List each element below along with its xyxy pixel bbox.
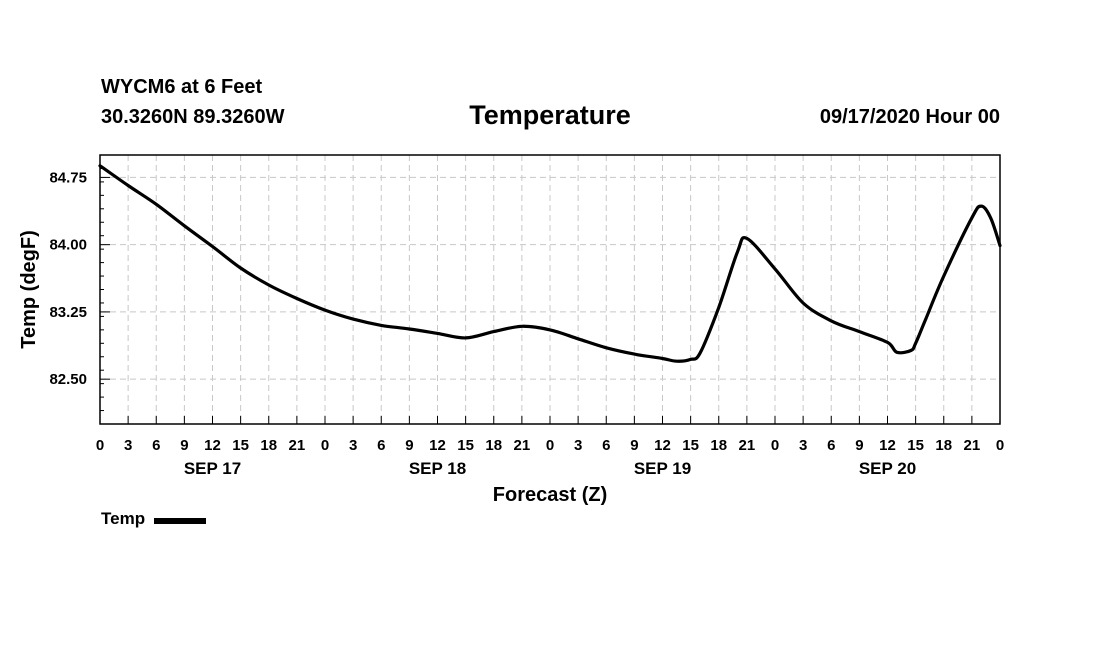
x-tick-label: 12 [429, 437, 446, 454]
x-tick-label: 0 [96, 437, 104, 454]
forecast-run-time: 09/17/2020 Hour 00 [819, 106, 1000, 128]
x-tick-label: 0 [996, 437, 1004, 454]
legend-swatch-temp [154, 517, 207, 524]
x-tick-label: 3 [799, 437, 807, 454]
x-axis-title: Forecast (Z) [493, 484, 607, 506]
chart-title: Temperature [469, 100, 631, 130]
date-label: SEP 17 [184, 459, 241, 478]
station-coordinates: 30.3260N 89.3260W [101, 106, 285, 128]
x-tick-label: 15 [907, 437, 924, 454]
y-tick-label: 83.25 [49, 304, 87, 321]
x-tick-label: 18 [260, 437, 277, 454]
x-tick-label: 18 [935, 437, 952, 454]
x-tick-label: 12 [879, 437, 896, 454]
x-tick-label: 9 [855, 437, 863, 454]
legend: Temp [101, 509, 207, 529]
x-tick-label: 9 [630, 437, 638, 454]
series-line-temp [98, 164, 1002, 363]
y-axis-title: Temp (degF) [18, 230, 40, 349]
axis-labels: 82.50 83.25 84.00 84.75 0 3 6 9 12 15 18 21 0 3 6 9 12 15… [18, 169, 1004, 506]
x-tick-label: 3 [574, 437, 582, 454]
x-tick-label: 3 [349, 437, 357, 454]
y-tick-label: 84.75 [49, 169, 87, 186]
date-label: SEP 20 [859, 459, 916, 478]
station-label: WYCM6 at 6 Feet [101, 76, 263, 98]
date-label: SEP 18 [409, 459, 466, 478]
x-tick-label: 12 [204, 437, 221, 454]
x-tick-label: 6 [602, 437, 610, 454]
x-tick-label: 21 [514, 437, 531, 454]
x-tick-label: 21 [289, 437, 306, 454]
legend-label-temp: Temp [101, 509, 146, 528]
x-tick-label: 6 [152, 437, 160, 454]
x-tick-label: 0 [546, 437, 554, 454]
x-tick-label: 0 [321, 437, 329, 454]
grid-lines [100, 155, 1000, 424]
plot-frame [99, 154, 1001, 425]
x-tick-label: 21 [739, 437, 756, 454]
x-tick-label: 12 [654, 437, 671, 454]
x-tick-label: 21 [964, 437, 981, 454]
x-tick-label: 18 [710, 437, 727, 454]
x-tick-label: 15 [457, 437, 474, 454]
x-tick-label: 6 [377, 437, 385, 454]
series-layer [98, 164, 1002, 363]
y-tick-label: 84.00 [49, 237, 87, 254]
x-tick-label: 0 [771, 437, 779, 454]
x-tick-label: 15 [682, 437, 699, 454]
y-tick-label: 82.50 [49, 371, 87, 388]
axis-ticks [99, 167, 1001, 425]
x-tick-label: 15 [232, 437, 249, 454]
date-label: SEP 19 [634, 459, 691, 478]
x-tick-label: 6 [827, 437, 835, 454]
x-tick-label: 9 [180, 437, 188, 454]
x-tick-label: 3 [124, 437, 132, 454]
x-tick-label: 9 [405, 437, 413, 454]
x-tick-label: 18 [485, 437, 502, 454]
